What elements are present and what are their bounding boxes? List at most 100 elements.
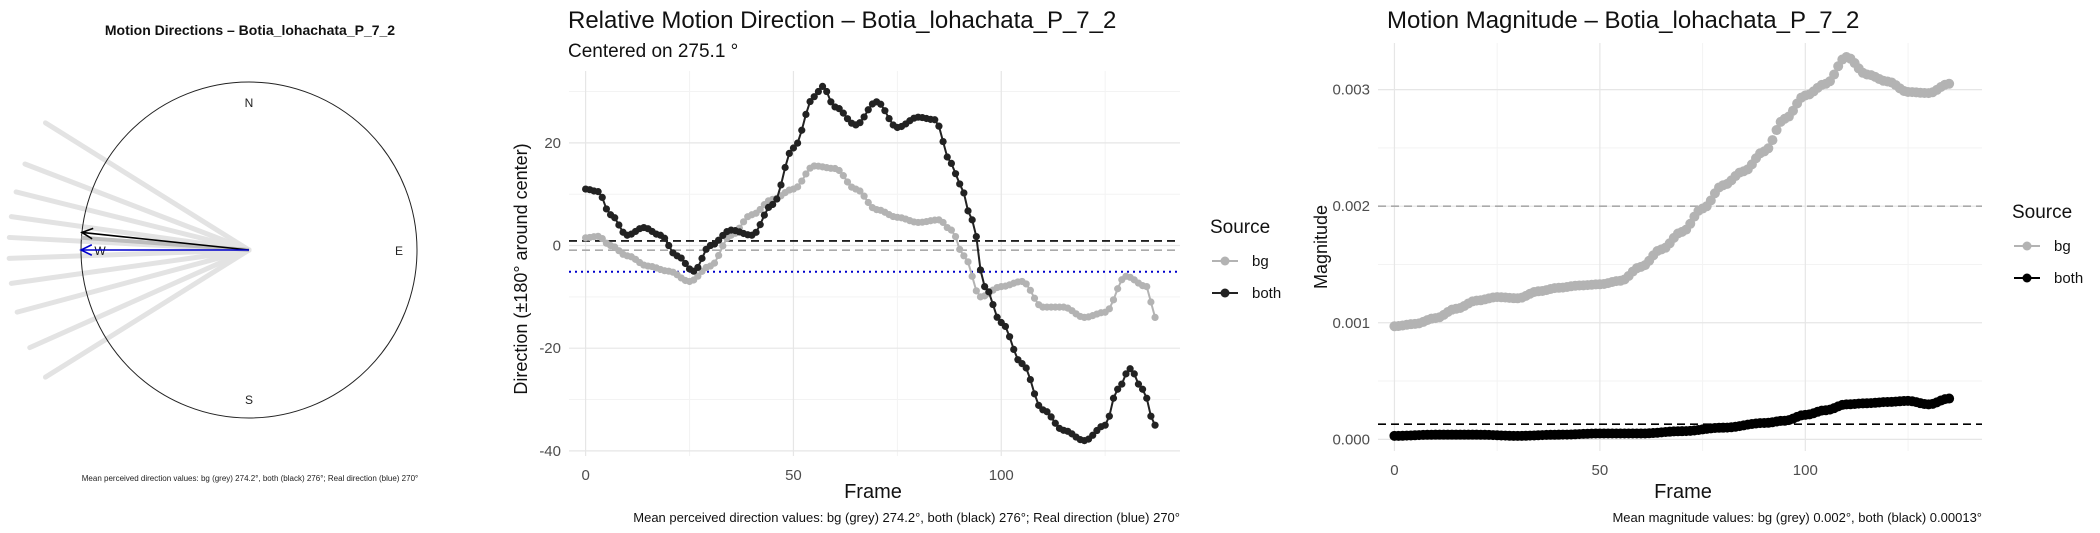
legend-key-point	[1220, 256, 1230, 266]
data-point	[769, 200, 777, 209]
magnitude-series	[1389, 51, 1955, 441]
data-point	[856, 187, 864, 195]
data-point	[835, 166, 843, 175]
data-point	[594, 188, 602, 196]
data-point	[1143, 283, 1151, 291]
data-point	[843, 178, 852, 186]
bg-ray	[27, 247, 252, 351]
data-point	[665, 241, 673, 250]
direction-legend: Source bg both	[1210, 217, 1281, 302]
data-point	[1944, 78, 1955, 89]
legend-entry-bg: bg	[1212, 253, 1269, 270]
data-point	[981, 283, 989, 291]
polar-footnote: Mean perceived direction values: bg (gre…	[82, 474, 418, 483]
x-tick-label: 50	[1592, 462, 1609, 479]
legend-label: bg	[1252, 253, 1269, 270]
legend-key-point	[2022, 273, 2032, 283]
data-point	[1005, 333, 1014, 341]
data-point	[660, 234, 669, 242]
x-tick-label: 0	[1390, 462, 1398, 479]
magnitude-ylabel: Magnitude	[1311, 205, 1331, 289]
data-point	[839, 109, 847, 117]
magnitude-legend: Source bg both	[2012, 202, 2083, 287]
data-point	[1030, 294, 1039, 302]
direction-grid	[569, 71, 1180, 456]
data-point	[810, 93, 818, 101]
data-point	[968, 272, 976, 280]
polar-arrows	[79, 227, 250, 256]
data-point	[1138, 385, 1147, 393]
data-point	[860, 192, 868, 200]
data-point	[598, 193, 606, 202]
data-point	[939, 218, 947, 227]
data-point	[993, 313, 1001, 321]
data-point	[1944, 393, 1955, 404]
data-point	[756, 221, 764, 229]
data-point	[1047, 413, 1055, 421]
data-point	[881, 107, 889, 115]
data-point	[1763, 143, 1774, 154]
data-point	[777, 181, 785, 189]
data-point	[781, 163, 789, 172]
data-point	[1101, 421, 1109, 429]
data-point	[885, 114, 893, 123]
data-point	[1143, 394, 1151, 402]
data-point	[877, 100, 885, 108]
compass-e: E	[395, 244, 403, 258]
magnitude-tick-labels: 0 50 100 0.000 0.001 0.002 0.003	[1332, 82, 1817, 479]
data-point	[598, 235, 606, 243]
data-point	[1151, 313, 1159, 321]
x-tick-label: 100	[1793, 462, 1818, 479]
data-point	[1022, 364, 1030, 372]
data-point	[860, 113, 868, 121]
y-tick-label: 20	[544, 135, 561, 152]
data-point	[1114, 385, 1122, 393]
data-point	[1134, 380, 1143, 388]
data-point	[823, 87, 831, 96]
data-point	[989, 300, 997, 309]
data-point	[814, 87, 822, 96]
data-point	[1105, 305, 1113, 313]
legend-label: both	[2054, 270, 2083, 287]
arrowhead-real	[79, 244, 93, 256]
magnitude-title: Motion Magnitude – Botia_lohachata_P_7_2	[1387, 7, 1859, 34]
legend-entry-both: both	[2014, 270, 2083, 287]
data-point	[1130, 370, 1138, 378]
data-point	[939, 137, 947, 146]
y-tick-label: 0.000	[1332, 431, 1370, 448]
legend-label: bg	[2054, 238, 2071, 255]
data-point	[710, 259, 719, 267]
data-point	[1829, 69, 1840, 80]
data-point	[756, 205, 764, 214]
data-point	[960, 189, 968, 197]
legend-label: both	[1252, 285, 1281, 302]
data-point	[760, 211, 768, 219]
bg-ray	[8, 247, 252, 286]
data-point	[943, 153, 951, 161]
data-point	[785, 149, 793, 157]
magnitude-grid	[1378, 43, 1982, 451]
magnitude-footnote: Mean magnitude values: bg (grey) 0.002°,…	[1612, 510, 1982, 525]
polar-bg-rays	[6, 120, 252, 380]
data-point	[1114, 285, 1122, 293]
y-tick-label: -20	[539, 340, 561, 357]
data-point	[739, 218, 748, 226]
data-point	[951, 232, 960, 241]
data-point	[1030, 390, 1039, 398]
legend-key-point	[2022, 241, 2032, 251]
data-point	[947, 226, 955, 234]
direction-footnote: Mean perceived direction values: bg (gre…	[633, 510, 1180, 525]
direction-panel: Relative Motion Direction – Botia_lohach…	[511, 7, 1281, 525]
data-point	[964, 258, 972, 266]
data-point	[818, 82, 827, 90]
data-point	[752, 228, 760, 236]
direction-title: Relative Motion Direction – Botia_lohach…	[568, 7, 1116, 34]
direction-reference-lines	[569, 240, 1180, 273]
series-both	[1389, 393, 1955, 441]
data-point	[798, 126, 806, 134]
data-point	[1109, 394, 1118, 402]
magnitude-panel: Motion Magnitude – Botia_lohachata_P_7_2…	[1311, 7, 2083, 525]
legend-key-point	[1220, 288, 1230, 298]
data-point	[935, 122, 943, 130]
data-point	[1151, 421, 1159, 429]
